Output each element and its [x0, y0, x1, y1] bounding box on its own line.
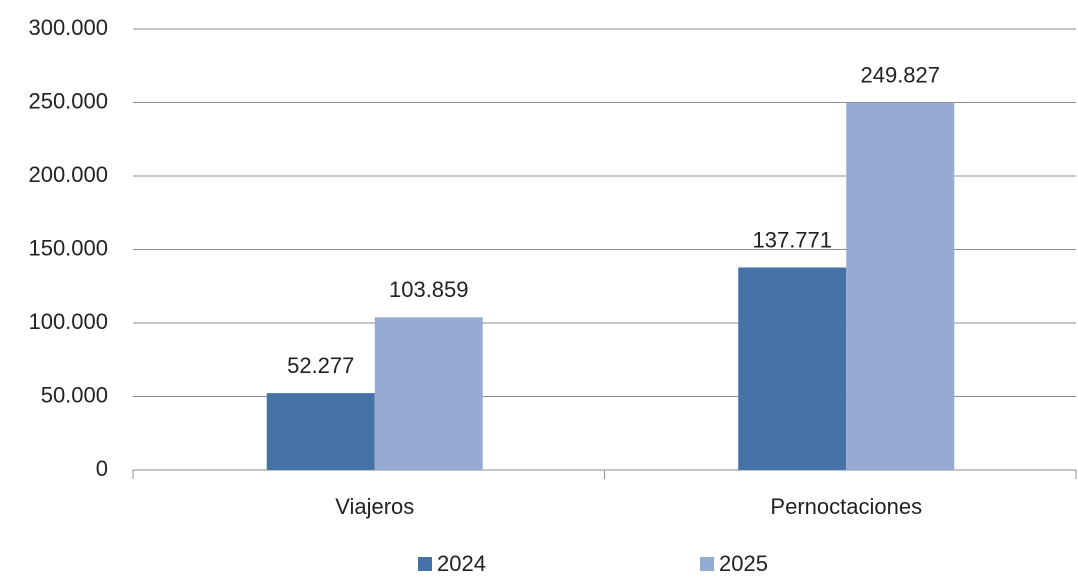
x-tick-label: Pernoctaciones	[770, 494, 922, 519]
y-tick-label: 150.000	[28, 235, 108, 260]
bar	[738, 267, 847, 470]
value-label: 52.277	[287, 353, 354, 378]
legend-label: 2025	[719, 551, 768, 576]
bar	[266, 393, 375, 470]
value-label: 249.827	[860, 63, 940, 88]
legend-swatch	[700, 557, 714, 571]
bar	[846, 102, 955, 471]
legend-label: 2024	[437, 551, 486, 576]
x-tick-label: Viajeros	[335, 494, 414, 519]
y-tick-label: 300.000	[28, 15, 108, 40]
value-label: 137.771	[752, 227, 832, 252]
y-tick-label: 0	[96, 456, 108, 481]
bar	[374, 317, 483, 470]
y-tick-label: 200.000	[28, 162, 108, 187]
y-tick-label: 250.000	[28, 88, 108, 113]
y-tick-label: 50.000	[41, 382, 108, 407]
value-label: 103.859	[389, 277, 469, 302]
y-tick-label: 100.000	[28, 309, 108, 334]
legend-swatch	[418, 557, 432, 571]
